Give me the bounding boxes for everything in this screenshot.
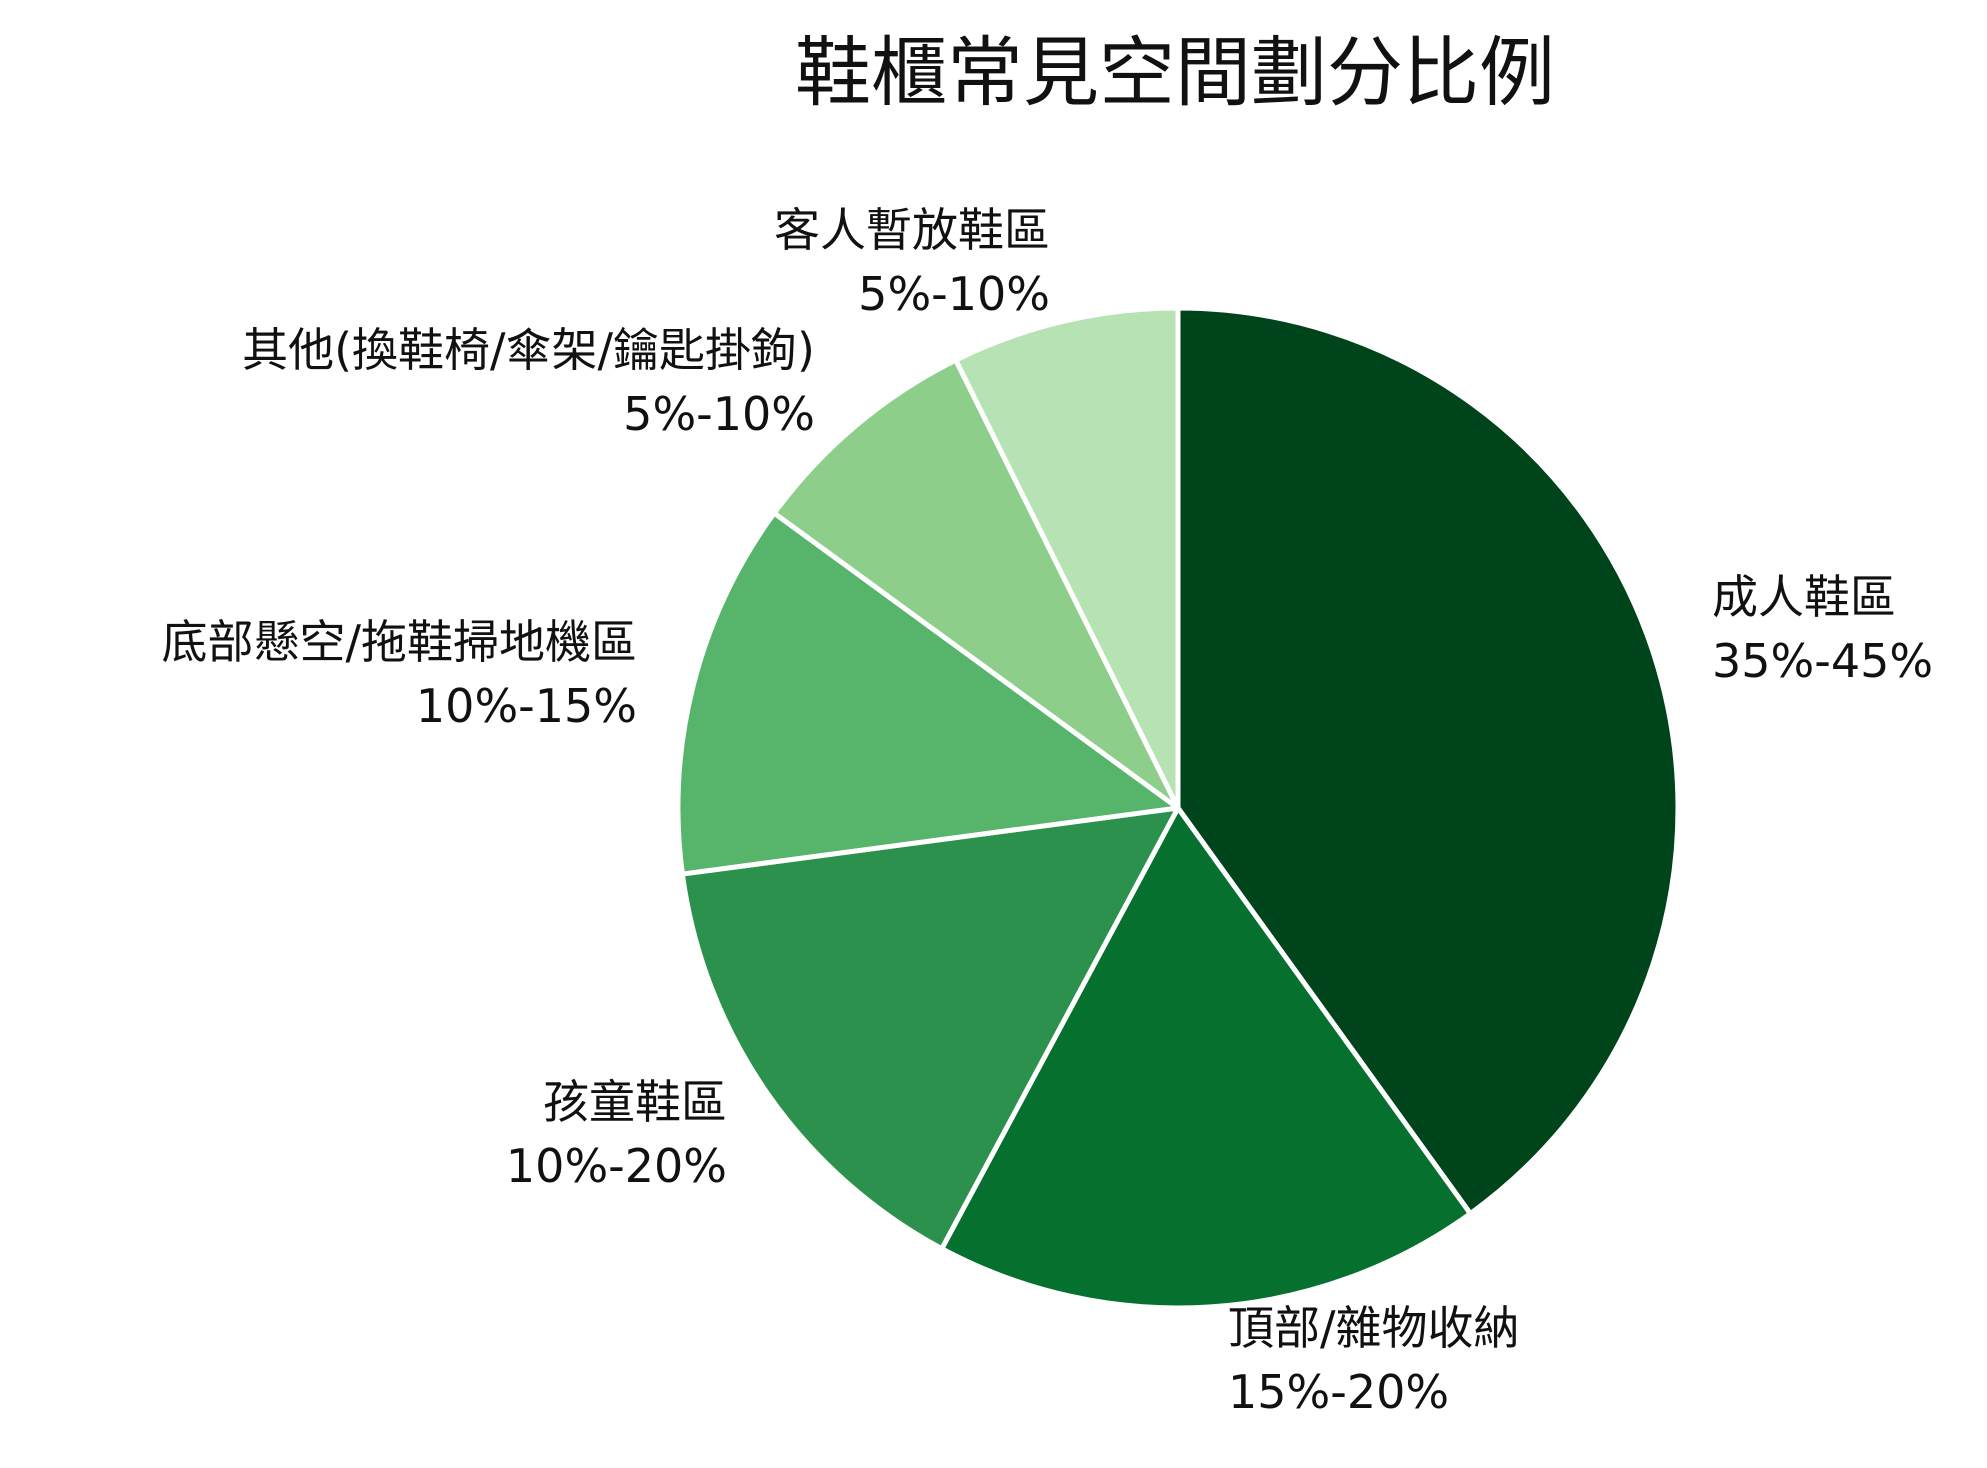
label-adult-name: 成人鞋區 (1712, 570, 1896, 624)
label-adult-range: 35%-45% (1712, 634, 1934, 688)
pie-slice-adult (1175, 305, 1681, 1217)
label-top-storage-range: 15%-20% (1228, 1365, 1450, 1419)
chart-title: 鞋櫃常見空間劃分比例 (795, 28, 1555, 117)
label-kids-range: 10%-20% (505, 1139, 727, 1193)
label-top-storage: 頂部/雜物收納 15%-20% (1228, 1296, 1520, 1424)
label-guest-range: 5%-10% (858, 267, 1050, 321)
label-other-range: 5%-10% (623, 387, 815, 441)
label-other: 其他(換鞋椅/傘架/鑰匙掛鉤) 5%-10% (242, 318, 815, 446)
label-kids: 孩童鞋區 10%-20% (506, 1070, 727, 1198)
label-adult: 成人鞋區 35%-45% (1712, 565, 1933, 693)
pie-slice-other (771, 357, 1181, 811)
label-other-name: 其他(換鞋椅/傘架/鑰匙掛鉤) (242, 323, 815, 377)
label-top-storage-name: 頂部/雜物收納 (1228, 1301, 1520, 1355)
label-bottom-name: 底部懸空/拖鞋掃地機區 (161, 615, 638, 669)
label-guest-name: 客人暫放鞋區 (774, 203, 1050, 257)
pie-slice-top-storage (939, 805, 1473, 1311)
label-bottom: 底部懸空/拖鞋掃地機區 10%-15% (162, 610, 638, 738)
label-guest: 客人暫放鞋區 5%-10% (774, 198, 1050, 326)
label-kids-name: 孩童鞋區 (543, 1075, 727, 1129)
label-bottom-range: 10%-15% (415, 679, 637, 733)
pie-slice-guest (953, 305, 1181, 811)
pie-slice-bottom (675, 510, 1181, 877)
pie-slice-kids (679, 805, 1181, 1252)
